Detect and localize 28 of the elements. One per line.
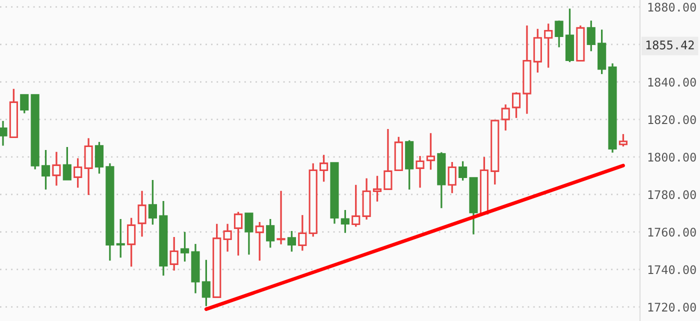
candlestick (608, 62, 617, 154)
text: 1855.42 (646, 40, 694, 50)
candlestick (426, 132, 436, 171)
y-tick-label: 1780.00 (648, 190, 696, 200)
candlestick (191, 243, 200, 294)
y-tick-label: 1820.00 (648, 115, 696, 124)
candlestick (41, 149, 50, 190)
candlestick (276, 190, 286, 246)
candlestick (416, 155, 424, 189)
y-tick-label: 1840.00 (648, 78, 696, 87)
y-tick-label: 1740.00 (648, 265, 696, 274)
y-tick-label: 1720.00 (648, 302, 696, 312)
candlestick (52, 151, 61, 186)
candlestick (340, 209, 350, 234)
candlestick (362, 177, 371, 220)
candlestick (116, 218, 125, 258)
candlestick (84, 137, 93, 196)
candlestick (0, 120, 8, 147)
y-tick-label: 1760.00 (648, 228, 696, 237)
y-tick-label: 1880.00 (648, 2, 696, 12)
candlestick (522, 24, 532, 115)
candlestick (138, 190, 146, 238)
y-tick-label: 1800.00 (648, 152, 696, 162)
candlestick (533, 28, 542, 74)
candlestick (372, 175, 382, 202)
candlestick (223, 223, 232, 252)
candlestick (180, 231, 190, 262)
candlestick (159, 200, 168, 276)
